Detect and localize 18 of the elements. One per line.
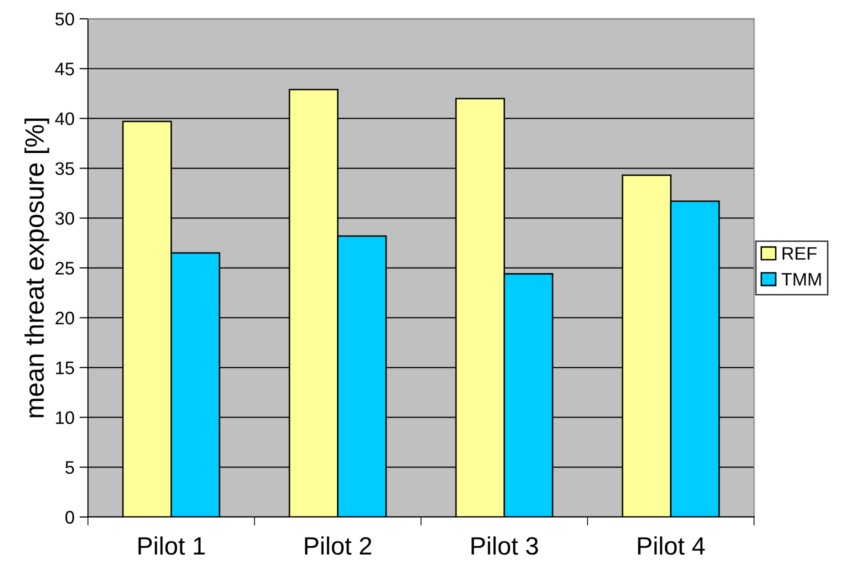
- legend-label: REF: [782, 247, 817, 260]
- y-tick-label: 30: [55, 212, 74, 225]
- y-tick-label: 35: [55, 162, 74, 175]
- y-tick-label: 40: [55, 112, 74, 126]
- y-tick-label: 0: [65, 510, 74, 524]
- y-tick-label: 50: [55, 12, 74, 26]
- y-tick-label: 10: [56, 411, 74, 424]
- x-tick-label: Pilot 2: [305, 536, 372, 555]
- y-tick-label: 15: [56, 362, 74, 374]
- x-tick-label: Pilot 1: [138, 536, 205, 555]
- x-tick-label: Pilot 4: [638, 536, 705, 555]
- y-tick-label: 5: [65, 461, 74, 474]
- y-tick-label: 25: [56, 262, 74, 275]
- y-axis-title: mean threat exposure [%]: [24, 118, 50, 418]
- legend-label: TMM: [782, 273, 821, 286]
- y-tick-label: 45: [55, 62, 74, 76]
- x-tick-label: Pilot 3: [472, 536, 538, 555]
- y-tick-label: 20: [56, 312, 74, 324]
